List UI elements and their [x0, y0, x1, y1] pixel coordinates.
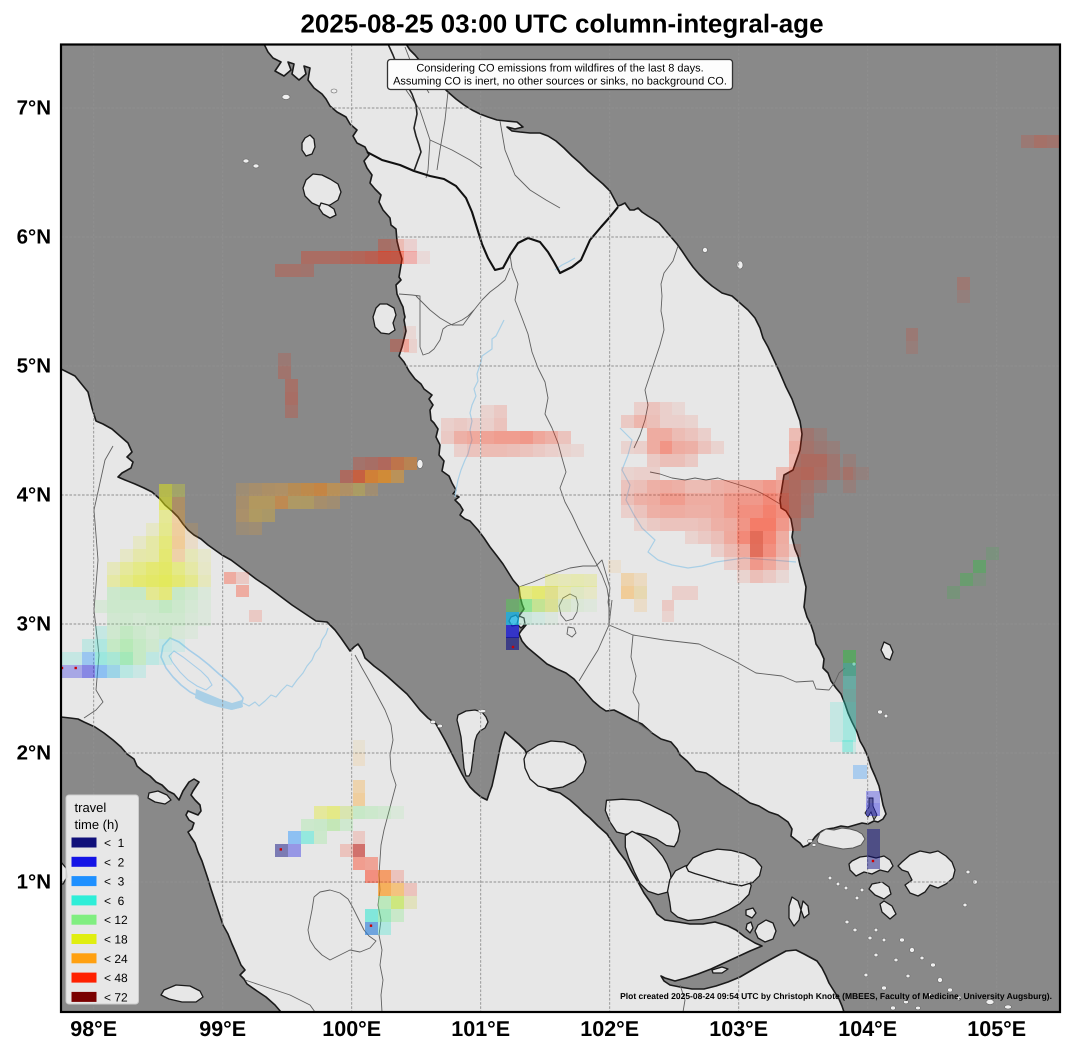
svg-text:< 2: < 2 — [104, 855, 125, 869]
svg-text:2025-08-25 03:00 UTC column-in: 2025-08-25 03:00 UTC column-integral-age — [300, 9, 823, 39]
svg-text:< 24: < 24 — [104, 952, 128, 966]
svg-text:2°N: 2°N — [17, 741, 51, 764]
svg-text:Plot created 2025-08-24 09:54: Plot created 2025-08-24 09:54 UTC by Chr… — [620, 991, 1052, 1001]
svg-text:< 3: < 3 — [104, 875, 125, 889]
svg-text:travel: travel — [75, 800, 107, 815]
svg-text:3°N: 3°N — [17, 612, 51, 635]
svg-text:time (h): time (h) — [75, 817, 119, 832]
svg-text:105°E: 105°E — [967, 1017, 1026, 1041]
svg-text:98°E: 98°E — [70, 1017, 117, 1041]
svg-text:101°E: 101°E — [451, 1017, 510, 1041]
svg-text:7°N: 7°N — [17, 96, 51, 119]
svg-text:103°E: 103°E — [709, 1017, 768, 1041]
svg-text:99°E: 99°E — [199, 1017, 246, 1041]
svg-text:< 18: < 18 — [104, 933, 128, 947]
svg-text:4°N: 4°N — [17, 483, 51, 506]
svg-text:< 48: < 48 — [104, 971, 128, 985]
svg-text:5°N: 5°N — [17, 354, 51, 377]
svg-text:< 72: < 72 — [104, 990, 128, 1004]
svg-text:100°E: 100°E — [322, 1017, 381, 1041]
svg-text:< 12: < 12 — [104, 913, 128, 927]
svg-text:Considering CO emissions from: Considering CO emissions from wildfires … — [416, 63, 703, 75]
svg-text:Assuming CO is inert, no other: Assuming CO is inert, no other sources o… — [393, 76, 727, 88]
svg-text:< 1: < 1 — [104, 836, 125, 850]
svg-text:< 6: < 6 — [104, 894, 125, 908]
svg-text:104°E: 104°E — [838, 1017, 897, 1041]
svg-text:6°N: 6°N — [17, 225, 51, 248]
svg-text:1°N: 1°N — [17, 870, 51, 893]
svg-text:102°E: 102°E — [580, 1017, 639, 1041]
